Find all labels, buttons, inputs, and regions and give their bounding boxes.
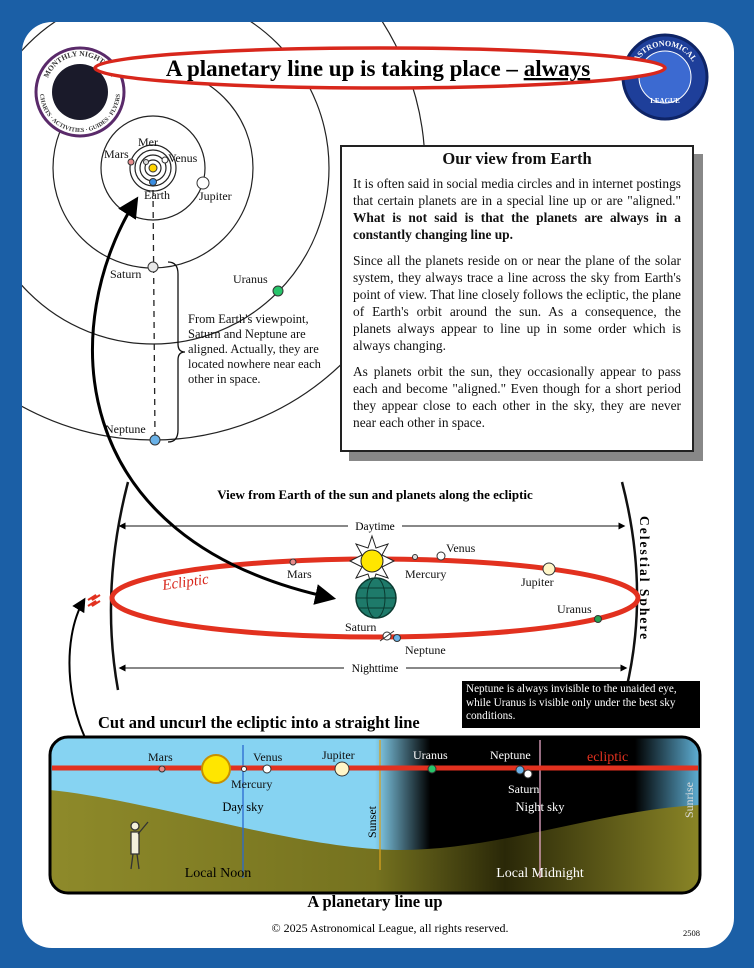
strip-label: Mars	[148, 750, 173, 764]
sun	[202, 755, 230, 783]
orbit-label: Earth	[144, 188, 170, 202]
sunset: Sunset	[365, 805, 379, 838]
strip-ecliptic: ecliptic	[587, 750, 628, 765]
visibility-note: Neptune is always invisible to the unaid…	[462, 681, 700, 728]
sun	[149, 164, 157, 172]
paragraph-text: It is often said in social media circles…	[353, 176, 681, 208]
info-paragraph: As planets orbit the sun, they occasiona…	[353, 363, 681, 431]
mercury-dot	[144, 160, 149, 165]
orbit-label: Jupiter	[199, 189, 232, 203]
info-box: Our view from Earth It is often said in …	[340, 145, 694, 452]
sky-label: Venus	[446, 541, 476, 555]
title-emphasis: always	[524, 56, 591, 81]
sun	[361, 550, 383, 572]
uranus-dot	[595, 616, 602, 623]
sky-label: Uranus	[557, 602, 592, 616]
sunrise: Sunrise	[682, 782, 696, 818]
night-sky: Night sky	[516, 800, 566, 814]
mars-dot	[290, 559, 296, 565]
mars-dot	[159, 766, 165, 772]
strip-label: Jupiter	[322, 748, 355, 762]
orbit-label: Uranus	[233, 272, 268, 286]
code: 2508	[683, 928, 700, 938]
mercury-dot	[413, 555, 418, 560]
daytime: Daytime	[355, 521, 395, 533]
mars-dot	[128, 159, 134, 165]
venus-dot	[437, 552, 445, 560]
caption: A planetary line up	[307, 892, 442, 911]
neptune-dot	[516, 766, 524, 774]
sky-label: Mars	[287, 567, 312, 581]
info-heading: Our view from Earth	[353, 150, 681, 167]
uranus-dot	[273, 286, 283, 296]
right-logo-center	[639, 51, 691, 103]
strip-label: Neptune	[490, 748, 531, 762]
strip-label: Uranus	[413, 748, 448, 762]
jupiter-dot	[197, 177, 209, 189]
neptune-dot	[394, 635, 401, 642]
paragraph-bold: What is not said is that the planets are…	[353, 210, 681, 242]
orbit-label: Saturn	[110, 267, 141, 281]
title: A planetary line up is taking place – al…	[166, 56, 590, 81]
sphere-label: Celestial Sphere	[637, 516, 652, 641]
neptune-dot	[150, 435, 160, 445]
orbit-label: Neptune	[105, 422, 146, 436]
section-title: View from Earth of the sun and planets a…	[217, 487, 533, 502]
orbit-label: Mars	[104, 147, 129, 161]
sky-label: Jupiter	[521, 575, 554, 589]
sky-label: Mercury	[405, 567, 446, 581]
sky-label: Neptune	[405, 643, 446, 657]
mercury-dot	[242, 767, 247, 772]
orbit-label: Venus	[168, 151, 198, 165]
strip-title: Cut and uncurl the ecliptic into a strai…	[98, 713, 420, 732]
poster: Mer Mars Venus Earth Jupiter Saturn Uran…	[0, 0, 754, 968]
title-text: A planetary line up is taking place –	[166, 56, 519, 81]
saturn-dot	[148, 262, 158, 272]
info-paragraph: Since all the planets reside on or near …	[353, 252, 681, 354]
strip-label: Venus	[253, 750, 283, 764]
logo-text: LEAGUE	[650, 97, 680, 105]
nighttime: Nighttime	[352, 663, 399, 675]
saturn-dot	[524, 770, 532, 778]
sky-label: Saturn	[345, 620, 376, 634]
orbit-note: From Earth's viewpoint, Saturn and Neptu…	[188, 312, 338, 387]
jupiter-dot	[543, 563, 555, 575]
copyright: © 2025 Astronomical League, all rights r…	[271, 921, 508, 935]
venus-dot	[263, 765, 271, 773]
strip-label: Mercury	[231, 777, 272, 791]
local-midnight: Local Midnight	[496, 866, 584, 881]
local-noon: Local Noon	[185, 866, 251, 881]
info-paragraph: It is often said in social media circles…	[353, 175, 681, 243]
earth-dot	[150, 179, 157, 186]
orbit-label: Mer	[138, 135, 158, 149]
strip: Mars Venus Mercury Jupiter Uranus Neptun…	[50, 737, 700, 893]
jupiter-dot	[335, 762, 349, 776]
strip-label: Saturn	[508, 782, 539, 796]
uranus-dot	[428, 765, 436, 773]
day-sky: Day sky	[222, 800, 264, 814]
